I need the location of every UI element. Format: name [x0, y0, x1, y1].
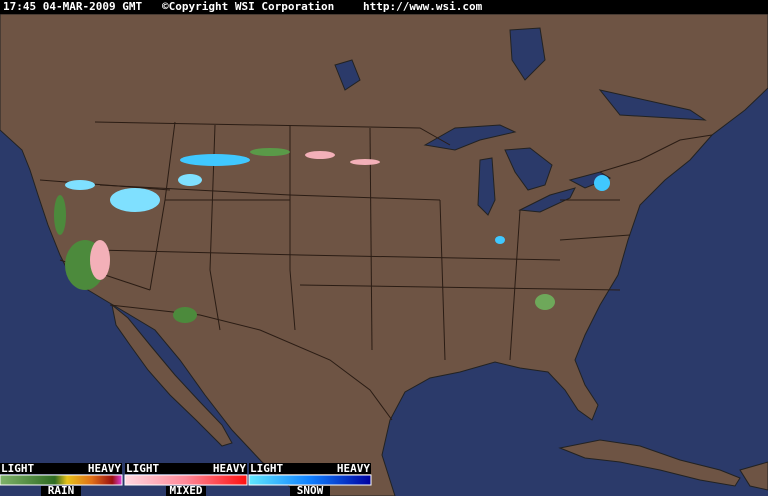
url: http://www.wsi.com — [363, 0, 483, 13]
legend-bg — [249, 463, 371, 474]
borders — [39, 121, 713, 421]
legend-heavy: HEAVY — [213, 462, 246, 475]
legend-heavy: HEAVY — [88, 462, 121, 475]
legend-bar — [248, 474, 372, 486]
legend-label-bg — [290, 486, 330, 496]
legend: LIGHT HEAVY RAIN LIGHT HEAVY MIXED LIGHT HEAVY S… — [0, 462, 372, 496]
legend-bar — [124, 474, 248, 486]
header-bar — [0, 0, 768, 14]
legend-label-bg — [41, 486, 81, 496]
legend-bar — [0, 474, 123, 486]
legend-light: LIGHT — [250, 462, 283, 475]
legend-bg — [125, 463, 247, 474]
timestamp: 17:45 04-MAR-2009 GMT — [3, 0, 142, 13]
hispaniola — [739, 461, 768, 491]
legend-label-bg — [166, 486, 206, 496]
legend-label: SNOW — [297, 484, 324, 496]
legend-heavy: HEAVY — [337, 462, 370, 475]
legend-bg — [0, 463, 122, 474]
copyright: ©Copyright WSI Corporation — [162, 0, 334, 13]
legend-label: RAIN — [48, 484, 75, 496]
legend-label: MIXED — [169, 484, 202, 496]
cuba — [558, 439, 741, 487]
precipitation — [54, 148, 610, 323]
legend-light: LIGHT — [1, 462, 34, 475]
baja — [111, 303, 233, 447]
legend-light: LIGHT — [126, 462, 159, 475]
